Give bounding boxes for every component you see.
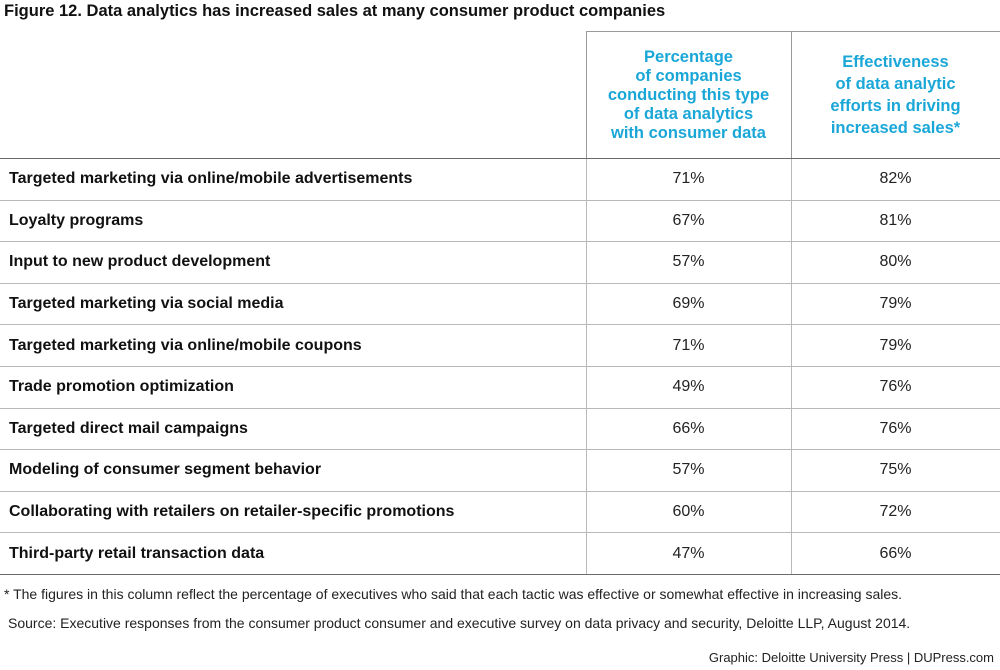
percentage-cell: 69% (585, 283, 791, 326)
table-row: Targeted direct mail campaigns 66% 76% (0, 408, 1000, 451)
table-row: Input to new product development 57% 80% (0, 241, 1000, 284)
percentage-cell: 49% (585, 366, 791, 409)
column-header-effectiveness: Effectiveness of data analytic efforts in … (790, 31, 1000, 159)
column-header-line: increased sales* (830, 119, 961, 137)
table-row: Targeted marketing via online/mobile adv… (0, 158, 1000, 201)
effectiveness-cell: 81% (790, 200, 1000, 243)
table-row: Modeling of consumer segment behavior 57%… (0, 449, 1000, 492)
column-header-line: with consumer data (611, 123, 766, 142)
effectiveness-cell: 82% (790, 158, 1000, 201)
row-label: Trade promotion optimization (0, 366, 586, 409)
percentage-cell: 47% (585, 532, 791, 575)
table-row: Collaborating with retailers on retailer… (0, 491, 1000, 534)
effectiveness-cell: 76% (790, 366, 1000, 409)
effectiveness-cell: 72% (790, 491, 1000, 534)
column-header-percentage: Percentage of companies conducting this ty… (585, 31, 791, 159)
row-label: Collaborating with retailers on retailer… (0, 491, 586, 534)
column-header-line: of data analytics (623, 104, 754, 123)
source-note: Source: Executive responses from the con… (8, 615, 911, 631)
effectiveness-cell: 66% (790, 532, 1000, 575)
table-row: Targeted marketing via online/mobile cou… (0, 324, 1000, 367)
row-label: Targeted marketing via online/mobile adv… (0, 158, 586, 201)
effectiveness-cell: 79% (790, 324, 1000, 367)
row-label: Loyalty programs (0, 200, 586, 243)
effectiveness-cell: 75% (790, 449, 1000, 492)
row-label: Input to new product development (0, 241, 586, 284)
table-row: Third-party retail transaction data 47% 66… (0, 532, 1000, 575)
column-header-line: conducting this type (607, 85, 770, 104)
table-header-row: Percentage of companies conducting this ty… (0, 31, 1000, 159)
effectiveness-cell: 79% (790, 283, 1000, 326)
effectiveness-cell: 76% (790, 408, 1000, 451)
data-table: Percentage of companies conducting this ty… (0, 31, 1000, 575)
percentage-cell: 71% (585, 324, 791, 367)
row-label: Targeted marketing via online/mobile cou… (0, 324, 586, 367)
row-label: Third-party retail transaction data (0, 532, 586, 575)
table-row: Loyalty programs 67% 81% (0, 200, 1000, 243)
column-header-line: of data analytic (835, 75, 956, 93)
column-header-line: Percentage (644, 47, 733, 66)
percentage-cell: 66% (585, 408, 791, 451)
page-title: Figure 12. Data analytics has increased … (4, 2, 666, 20)
percentage-cell: 57% (585, 241, 791, 284)
percentage-cell: 60% (585, 491, 791, 534)
graphic-credit: Graphic: Deloitte University Press | DUP… (708, 650, 994, 665)
percentage-cell: 67% (585, 200, 791, 243)
table-row: Trade promotion optimization 49% 76% (0, 366, 1000, 409)
row-label-header (0, 31, 586, 159)
effectiveness-cell: 80% (790, 241, 1000, 284)
table-row: Targeted marketing via social media 69% 79… (0, 283, 1000, 326)
footnote: * The figures in this column reflect the… (4, 586, 903, 602)
column-header-line: of companies (635, 66, 742, 85)
row-label: Targeted marketing via social media (0, 283, 586, 326)
row-label: Modeling of consumer segment behavior (0, 449, 586, 492)
percentage-cell: 57% (585, 449, 791, 492)
column-header-line: efforts in driving (830, 97, 961, 115)
column-header-line: Effectiveness (842, 53, 949, 71)
row-label: Targeted direct mail campaigns (0, 408, 586, 451)
percentage-cell: 71% (585, 158, 791, 201)
